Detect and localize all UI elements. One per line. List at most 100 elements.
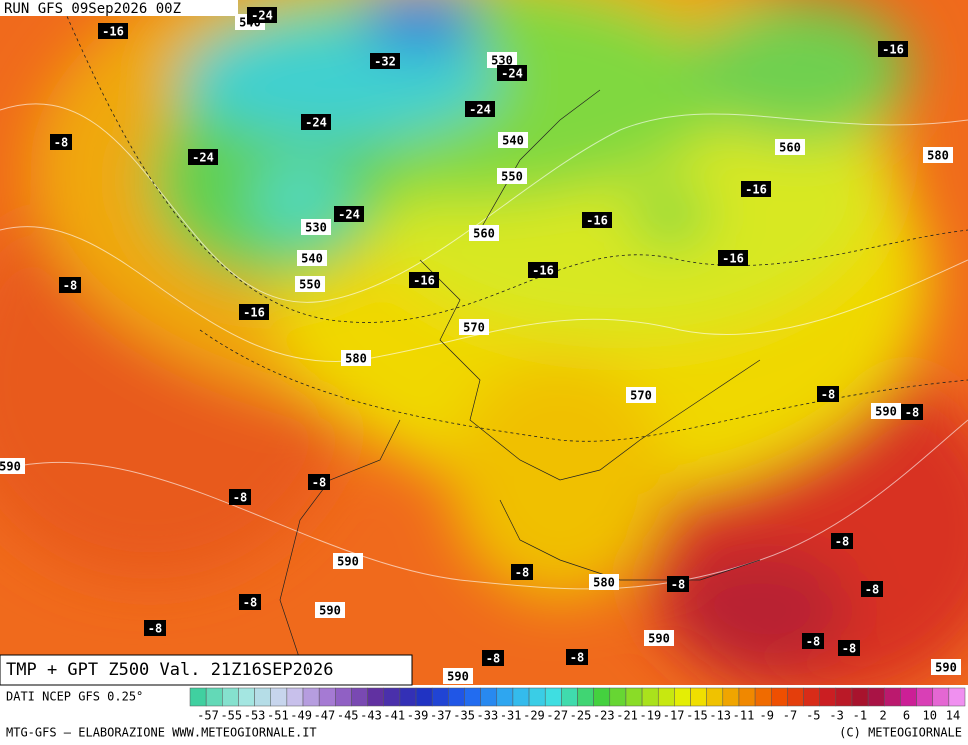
colorbar: -57 -55 -53 -51 -49 -47 -45 -43 -41 -39 -37 -35 -33-… (189, 687, 966, 723)
colorbar-swatch (464, 687, 481, 707)
colorbar-tick-label: -55 (220, 709, 242, 723)
colorbar-swatch (948, 687, 966, 707)
contour-label: -8 (233, 491, 247, 505)
colorbar-tick-label: -25 (570, 709, 592, 723)
colorbar-tick-label: -31 (500, 709, 522, 723)
contour-label: 580 (927, 149, 949, 163)
colorbar-swatch (803, 687, 820, 707)
label-box (0, 458, 25, 474)
run-box: RUN GFS 09Sep2026 00Z (0, 0, 238, 17)
contour-label: 590 (447, 670, 469, 684)
colorbar-swatch (383, 687, 401, 707)
colorbar-swatch (544, 687, 562, 707)
colorbar-swatch (738, 687, 756, 707)
contour-label: 570 (463, 321, 485, 335)
label-box (297, 250, 327, 266)
contour-label: -16 (745, 183, 767, 197)
contour-label: -8 (486, 652, 500, 666)
colorbar-tick-label: -19 (640, 709, 662, 723)
colorbar-swatch (884, 687, 901, 707)
colorbar-swatch (351, 687, 368, 707)
colorbar-tick-label: -39 (407, 709, 429, 723)
label-box (741, 181, 771, 197)
colorbar-swatch (205, 687, 223, 707)
colorbar-swatch (593, 687, 611, 707)
contour-label: -8 (905, 406, 919, 420)
label-box (511, 564, 533, 580)
label-box (308, 474, 330, 490)
colorbar-swatch (254, 687, 271, 707)
colorbar-tick-label: -5 (806, 709, 820, 723)
label-box (831, 533, 853, 549)
label-box (315, 602, 345, 618)
colorbar-swatch (690, 687, 707, 707)
contour-label: -8 (842, 642, 856, 656)
colorbar-tick-label: 10 (922, 709, 936, 723)
contour-label: 560 (779, 141, 801, 155)
colorbar-swatch (399, 687, 417, 707)
label-box (144, 620, 166, 636)
contour-label: -24 (338, 208, 360, 222)
label-box (528, 262, 558, 278)
colorbar-tick-label: -9 (760, 709, 774, 723)
colorbar-swatch (302, 687, 320, 707)
colorbar-tick-label: -7 (783, 709, 797, 723)
colorbar-swatch (480, 687, 498, 707)
contour-label: 590 (875, 405, 897, 419)
colorbar-tick-label: -33 (477, 709, 499, 723)
contour-label: 540 (502, 134, 524, 148)
contour-label: 530 (305, 221, 327, 235)
contour-label: -16 (413, 274, 435, 288)
contour-label: -8 (54, 136, 68, 150)
label-box (188, 149, 218, 165)
colorbar-swatch (367, 687, 384, 707)
contour-label: -8 (515, 566, 529, 580)
contour-label: 530 (491, 54, 513, 68)
label-box (589, 574, 619, 590)
contour-label: -8 (835, 535, 849, 549)
colorbar-tick-label: -47 (314, 709, 336, 723)
label-box (482, 650, 504, 666)
colorbar-swatch (706, 687, 724, 707)
contour-label: -24 (192, 151, 214, 165)
colorbar-tick-label: 6 (903, 709, 910, 723)
label-box (817, 386, 839, 402)
contour-label: -8 (243, 596, 257, 610)
label-box (582, 212, 612, 228)
colorbar-tick-label: -53 (244, 709, 266, 723)
colorbar-tick-label: -51 (267, 709, 289, 723)
colorbar-swatch (900, 687, 917, 707)
contour-label: -8 (570, 651, 584, 665)
contour-label: 580 (593, 576, 615, 590)
label-box (566, 649, 588, 665)
colorbar-swatch (577, 687, 594, 707)
colorbar-swatch (867, 687, 885, 707)
contour-label: 590 (0, 460, 21, 474)
label-box (409, 272, 439, 288)
contour-label: -24 (251, 9, 273, 23)
colorbar-tick-label: -11 (733, 709, 755, 723)
colorbar-swatch (431, 687, 449, 707)
contour-label: -8 (865, 583, 879, 597)
label-box (301, 219, 331, 235)
colorbar-tick-label: 2 (880, 709, 887, 723)
contour-label: 590 (337, 555, 359, 569)
contour-label: -8 (312, 476, 326, 490)
label-box (229, 489, 251, 505)
colorbar-swatch (270, 687, 288, 707)
colorbar-tick-label: -49 (290, 709, 312, 723)
title-box: TMP + GPT Z500 Val. 21Z16SEP2026 (0, 654, 413, 686)
label-box (923, 147, 953, 163)
colorbar-tick-label: -21 (616, 709, 638, 723)
colorbar-swatch (657, 687, 675, 707)
contour-label: 560 (473, 227, 495, 241)
colorbar-swatch (561, 687, 578, 707)
colorbar-swatch (771, 687, 788, 707)
colorbar-swatch (189, 687, 207, 707)
contour-label: -8 (63, 279, 77, 293)
colorbar-swatch (641, 687, 659, 707)
contour-label: -16 (882, 43, 904, 57)
label-box (871, 403, 901, 419)
contour-label: -16 (722, 252, 744, 266)
